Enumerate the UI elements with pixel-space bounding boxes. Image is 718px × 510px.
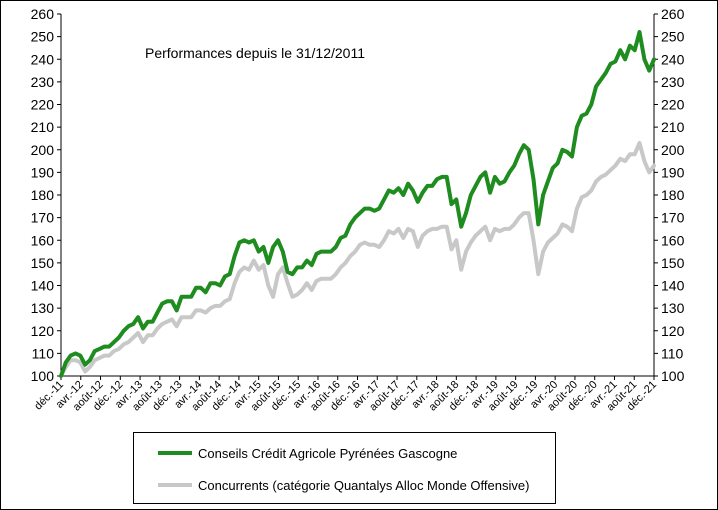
right-y-tick-label: 120 (661, 323, 685, 339)
left-y-tick-label: 110 (32, 345, 55, 361)
right-y-tick-label: 200 (661, 142, 685, 158)
legend-label-conseils: Conseils Crédit Agricole Pyrénées Gascog… (198, 445, 458, 461)
right-y-tick-label: 260 (661, 6, 685, 22)
left-y-tick-label: 250 (31, 29, 55, 45)
left-y-tick-label: 130 (31, 300, 55, 316)
left-y-tick-label: 160 (31, 232, 55, 248)
left-y-tick-label: 200 (31, 142, 55, 158)
legend-label-concurrents: Concurrents (catégorie Quantalys Alloc M… (198, 477, 530, 493)
right-y-tick-label: 150 (661, 255, 685, 271)
left-y-tick-label: 190 (31, 164, 55, 180)
left-y-tick-label: 140 (31, 278, 55, 294)
right-y-tick-label: 210 (661, 119, 685, 135)
right-y-tick-label: 250 (661, 29, 685, 45)
left-y-tick-label: 100 (31, 368, 55, 384)
right-y-tick-label: 160 (661, 232, 685, 248)
left-y-tick-label: 150 (31, 255, 55, 271)
legend-swatch-conseils (158, 451, 192, 455)
right-y-tick-label: 100 (661, 368, 685, 384)
legend-item-conseils: Conseils Crédit Agricole Pyrénées Gascog… (158, 445, 457, 461)
left-y-tick-label: 170 (31, 210, 55, 226)
right-y-tick-label: 230 (661, 74, 685, 90)
left-y-axis: 100 110 120 130 140 150 160 170 180 190 200 210 220 2… (31, 6, 62, 384)
left-y-tick-label: 240 (31, 51, 55, 67)
chart-title: Performances depuis le 31/12/2011 (145, 45, 365, 61)
series-line-concurrents (59, 141, 656, 378)
legend-item-concurrents: Concurrents (catégorie Quantalys Alloc M… (158, 477, 529, 493)
right-y-axis: 100 110 120 130 140 150 160 170 180 190 200 210 220 2… (653, 6, 685, 384)
series-line-conseils (59, 30, 656, 378)
left-y-tick-label: 260 (31, 6, 55, 22)
right-y-tick-label: 240 (661, 51, 685, 67)
right-y-tick-label: 110 (661, 345, 684, 361)
legend: Conseils Crédit Agricole Pyrénées Gascog… (133, 432, 556, 504)
right-y-tick-label: 180 (661, 187, 685, 203)
right-y-tick-label: 140 (661, 278, 685, 294)
x-axis: déc.-11avr.-12août-12déc.-12avr.-13août-… (32, 375, 659, 414)
left-y-tick-label: 220 (31, 97, 55, 113)
left-y-tick-label: 230 (31, 74, 55, 90)
legend-swatch-concurrents (158, 483, 192, 487)
series-layer (59, 30, 656, 378)
left-y-tick-label: 180 (31, 187, 55, 203)
right-y-tick-label: 170 (661, 210, 685, 226)
left-y-tick-label: 120 (31, 323, 55, 339)
right-y-tick-label: 220 (661, 97, 685, 113)
right-y-tick-label: 130 (661, 300, 685, 316)
right-y-tick-label: 190 (661, 164, 685, 180)
left-y-tick-label: 210 (31, 119, 55, 135)
